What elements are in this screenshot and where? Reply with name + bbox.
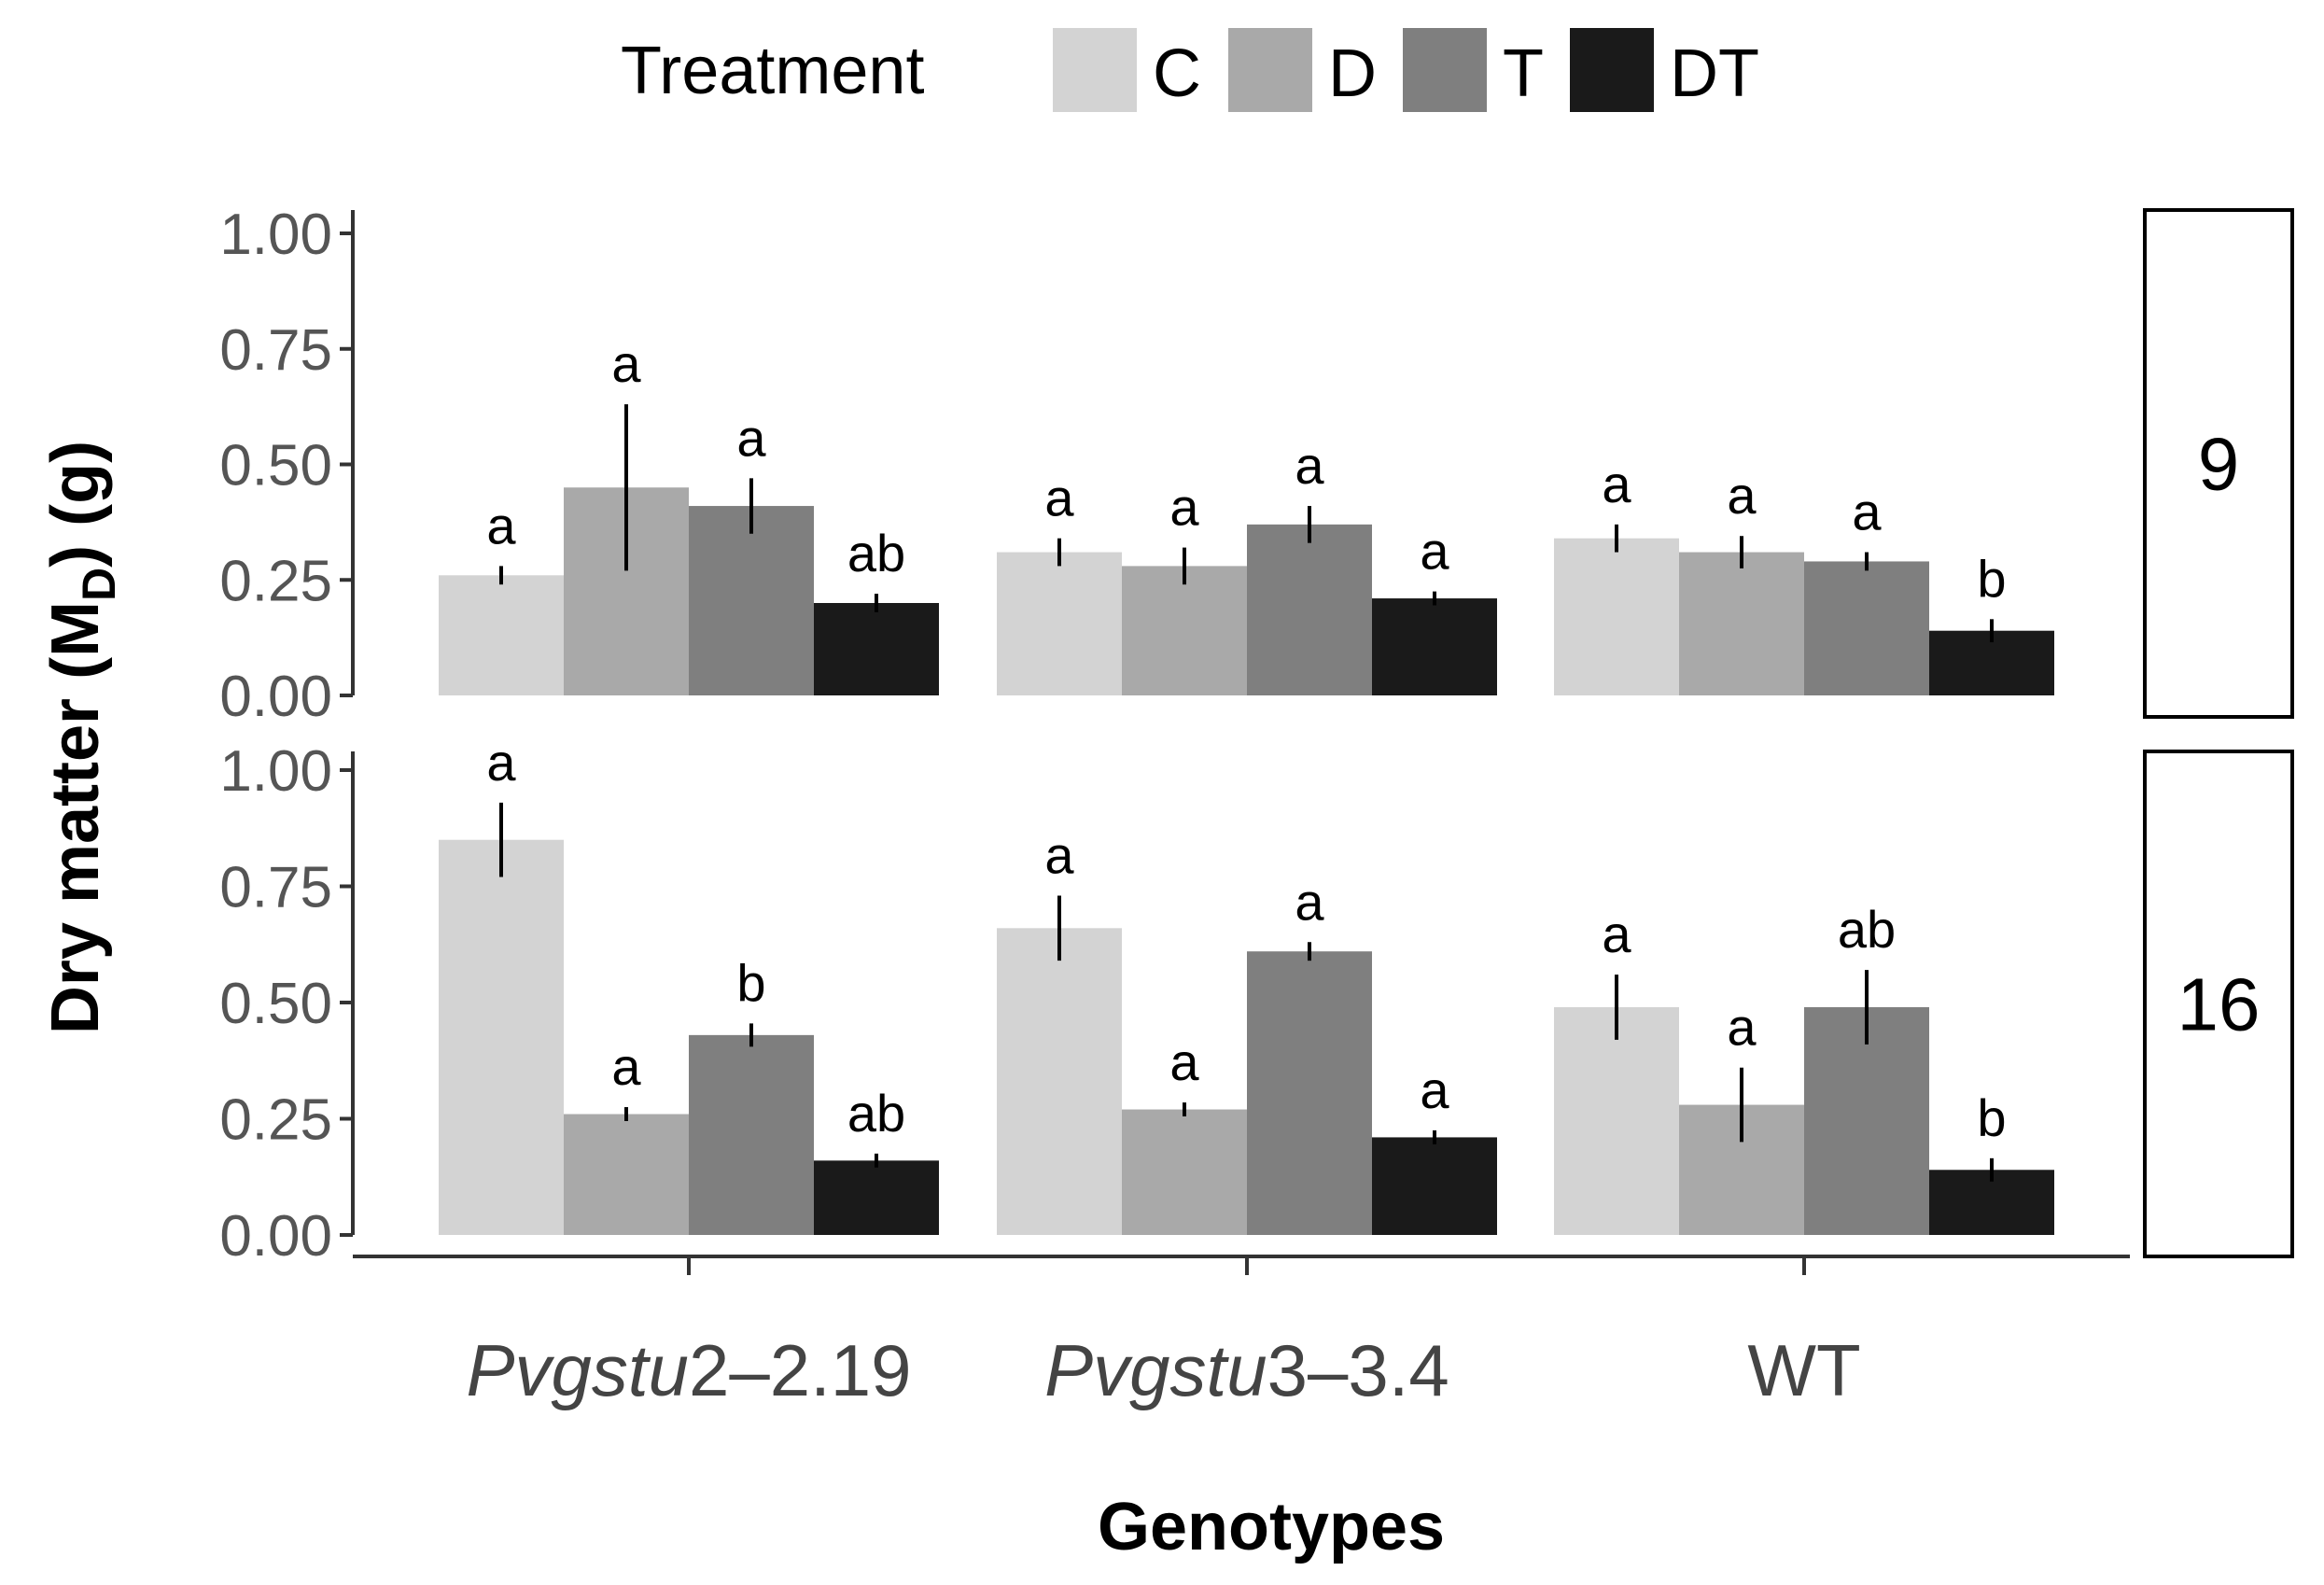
facet-strip-label: 9	[2198, 423, 2240, 506]
y-tick-label: 0.25	[219, 1088, 332, 1153]
bar-dt	[1372, 1137, 1497, 1235]
facet-strip-box	[2143, 208, 2294, 719]
legend: Treatment C D T DT	[621, 28, 1759, 112]
bar-c	[997, 552, 1122, 695]
y-tick-label: 1.00	[219, 203, 332, 267]
x-axis-title: Genotypes	[1098, 1490, 1445, 1564]
significance-letter: a	[1169, 1032, 1199, 1091]
significance-letter: a	[1295, 436, 1324, 495]
legend-label-c: C	[1153, 36, 1201, 111]
bar-t	[1247, 951, 1372, 1235]
significance-letter: a	[1420, 1060, 1449, 1119]
significance-letter: a	[1044, 825, 1074, 884]
significance-letter: ab	[1838, 900, 1896, 959]
bar-dt	[1372, 598, 1497, 695]
bar-d	[1122, 566, 1247, 695]
y-tick-label: 0.50	[219, 972, 332, 1036]
facet-strip: 16	[2143, 750, 2294, 1258]
significance-letter: a	[1852, 483, 1882, 541]
y-tick-label: 0.50	[219, 434, 332, 498]
facet-strip-box	[2143, 750, 2294, 1258]
significance-letter: a	[486, 733, 516, 792]
significance-letter: b	[1977, 549, 2006, 608]
bar-d	[564, 1114, 689, 1235]
legend-title: Treatment	[621, 34, 924, 108]
bar-c	[997, 928, 1122, 1235]
facet-strip: 9	[2143, 208, 2294, 719]
bar-c	[1554, 1006, 1679, 1235]
significance-letter: a	[736, 408, 766, 467]
x-category-label-rest: 2–2.19	[689, 1329, 912, 1411]
y-tick-label: 0.75	[219, 318, 332, 383]
bar-t	[1247, 524, 1372, 695]
x-category-label-italic: Pvgstu	[466, 1329, 688, 1411]
significance-letter: ab	[847, 524, 905, 582]
legend-swatch-d	[1228, 28, 1312, 112]
bar-c	[1554, 538, 1679, 695]
x-category-label: WT	[1747, 1329, 1860, 1411]
bar-d	[1679, 552, 1804, 695]
legend-label-dt: DT	[1670, 36, 1759, 111]
legend-swatch-dt	[1570, 28, 1654, 112]
x-category-label: Pvgstu3–3.4	[1044, 1329, 1449, 1411]
y-axis-label-sub: D	[73, 568, 125, 601]
x-category-label-rest: WT	[1747, 1329, 1860, 1411]
y-tick-label: 0.00	[219, 665, 332, 729]
significance-letter: a	[1727, 466, 1757, 525]
significance-letter: a	[611, 334, 641, 393]
significance-letter: a	[1727, 998, 1757, 1057]
significance-letter: a	[1295, 872, 1324, 931]
y-tick-label: 0.25	[219, 549, 332, 613]
x-category-label-rest: 3–3.4	[1267, 1329, 1449, 1411]
significance-letter: ab	[847, 1084, 905, 1143]
x-category-label-italic: Pvgstu	[1044, 1329, 1267, 1411]
y-tick-label: 0.75	[219, 856, 332, 920]
bar-c	[439, 575, 564, 695]
y-axis-label: Dry matter (MD) (g)	[38, 441, 125, 1034]
significance-letter: b	[1977, 1088, 2006, 1147]
y-axis-label-main: Dry matter (M	[38, 601, 113, 1034]
significance-letter: a	[1044, 469, 1074, 527]
bar-d	[1122, 1109, 1247, 1235]
legend-swatch-c	[1053, 28, 1137, 112]
significance-letter: a	[1169, 478, 1199, 537]
bar-dt	[814, 1160, 939, 1235]
significance-letter: a	[1602, 455, 1631, 513]
y-tick-label: 0.00	[219, 1204, 332, 1269]
x-axis-categories: Pvgstu2–2.19 Pvgstu3–3.4 WT	[466, 1256, 1861, 1411]
y-tick-label: 1.00	[219, 739, 332, 804]
facet-strip-label: 16	[2177, 963, 2261, 1046]
x-category-label: Pvgstu2–2.19	[466, 1329, 911, 1411]
significance-letter: a	[486, 496, 516, 554]
significance-letter: a	[1420, 522, 1449, 581]
bar-t	[1804, 1006, 1929, 1235]
legend-label-t: T	[1503, 36, 1544, 111]
legend-swatch-t	[1403, 28, 1487, 112]
bar-dt	[814, 603, 939, 695]
bar-c	[439, 839, 564, 1235]
bar-t	[689, 1034, 814, 1235]
bar-t	[1804, 561, 1929, 695]
legend-label-d: D	[1328, 36, 1377, 111]
significance-letter: a	[1602, 905, 1631, 963]
significance-letter: b	[736, 953, 765, 1012]
significance-letter: a	[611, 1037, 641, 1096]
bar-t	[689, 506, 814, 695]
y-axis-label-end: ) (g)	[38, 441, 113, 568]
